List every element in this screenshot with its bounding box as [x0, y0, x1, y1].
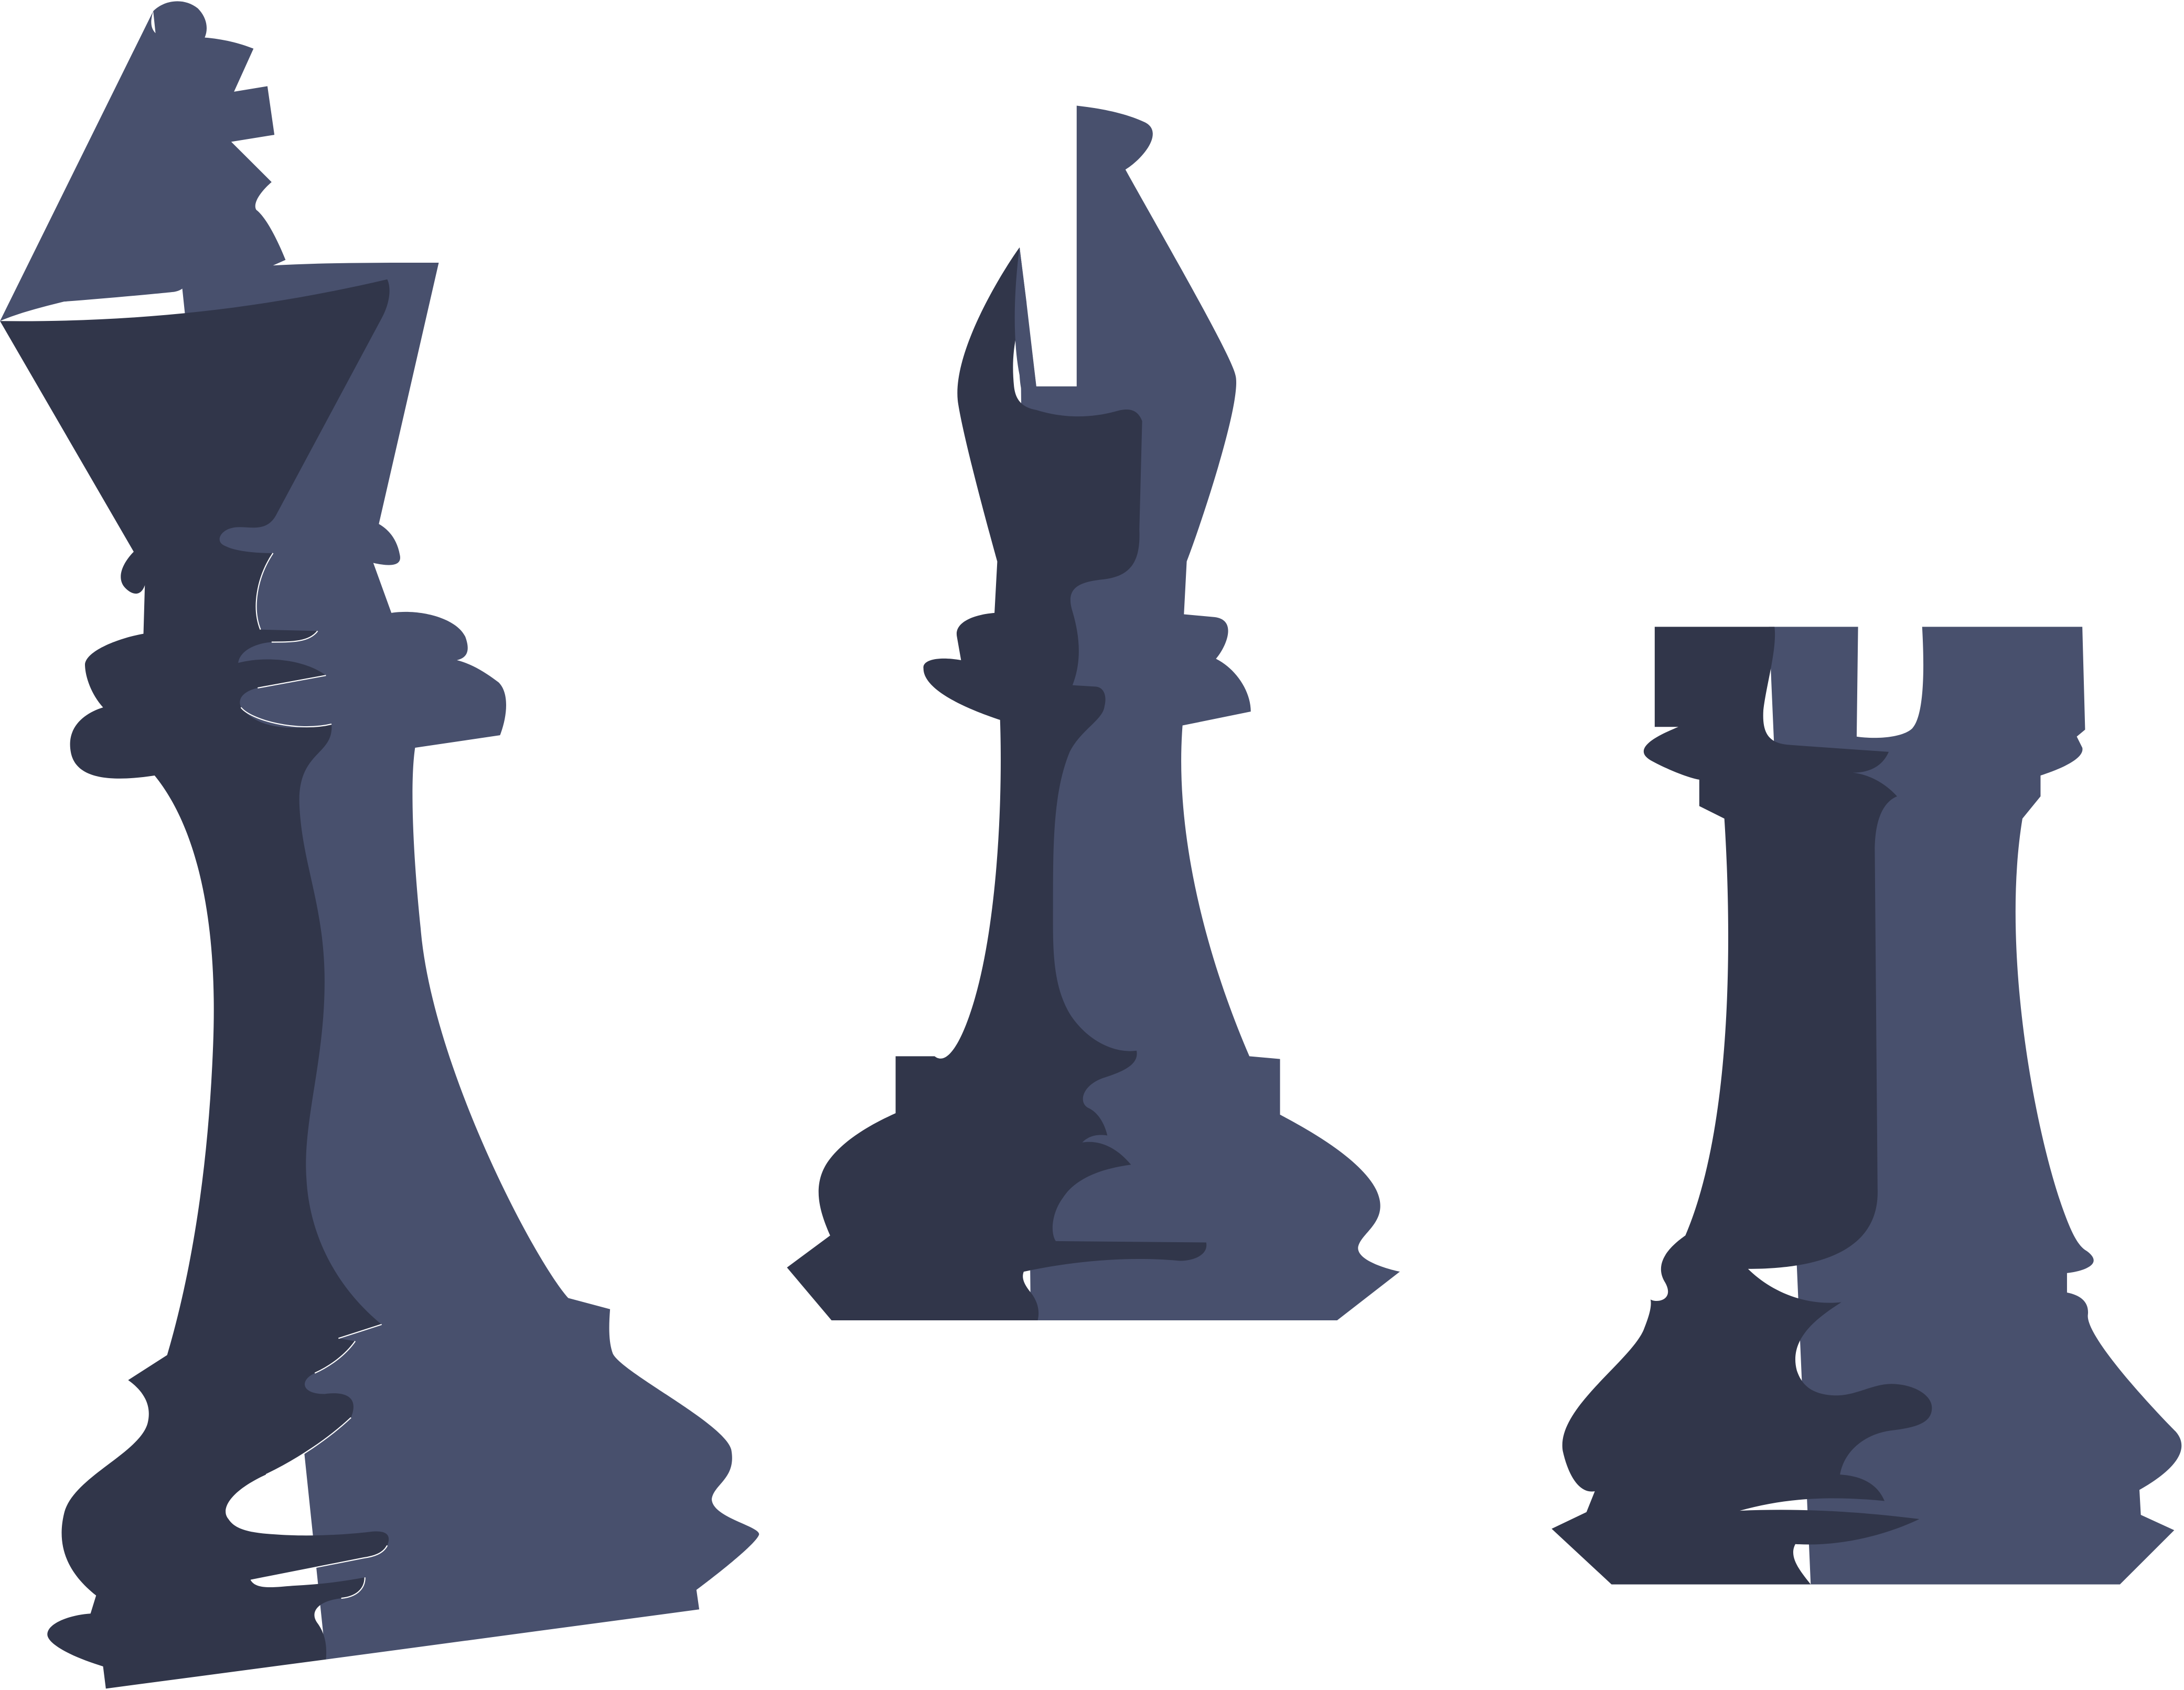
king-dark-silhouette [0, 279, 390, 1689]
chess-king-icon [0, 1, 759, 1689]
bishop-light-silhouette [1019, 105, 1400, 1320]
chess-bishop-icon [787, 105, 1400, 1320]
chess-rook-icon [1551, 627, 2182, 1585]
bishop-mitre-accent [1014, 247, 1036, 410]
king-highlight-lines [240, 553, 388, 1599]
rook-dark-silhouette [1551, 627, 1932, 1585]
bishop-dark-silhouette [787, 247, 1207, 1320]
king-crown-brim [0, 11, 247, 321]
